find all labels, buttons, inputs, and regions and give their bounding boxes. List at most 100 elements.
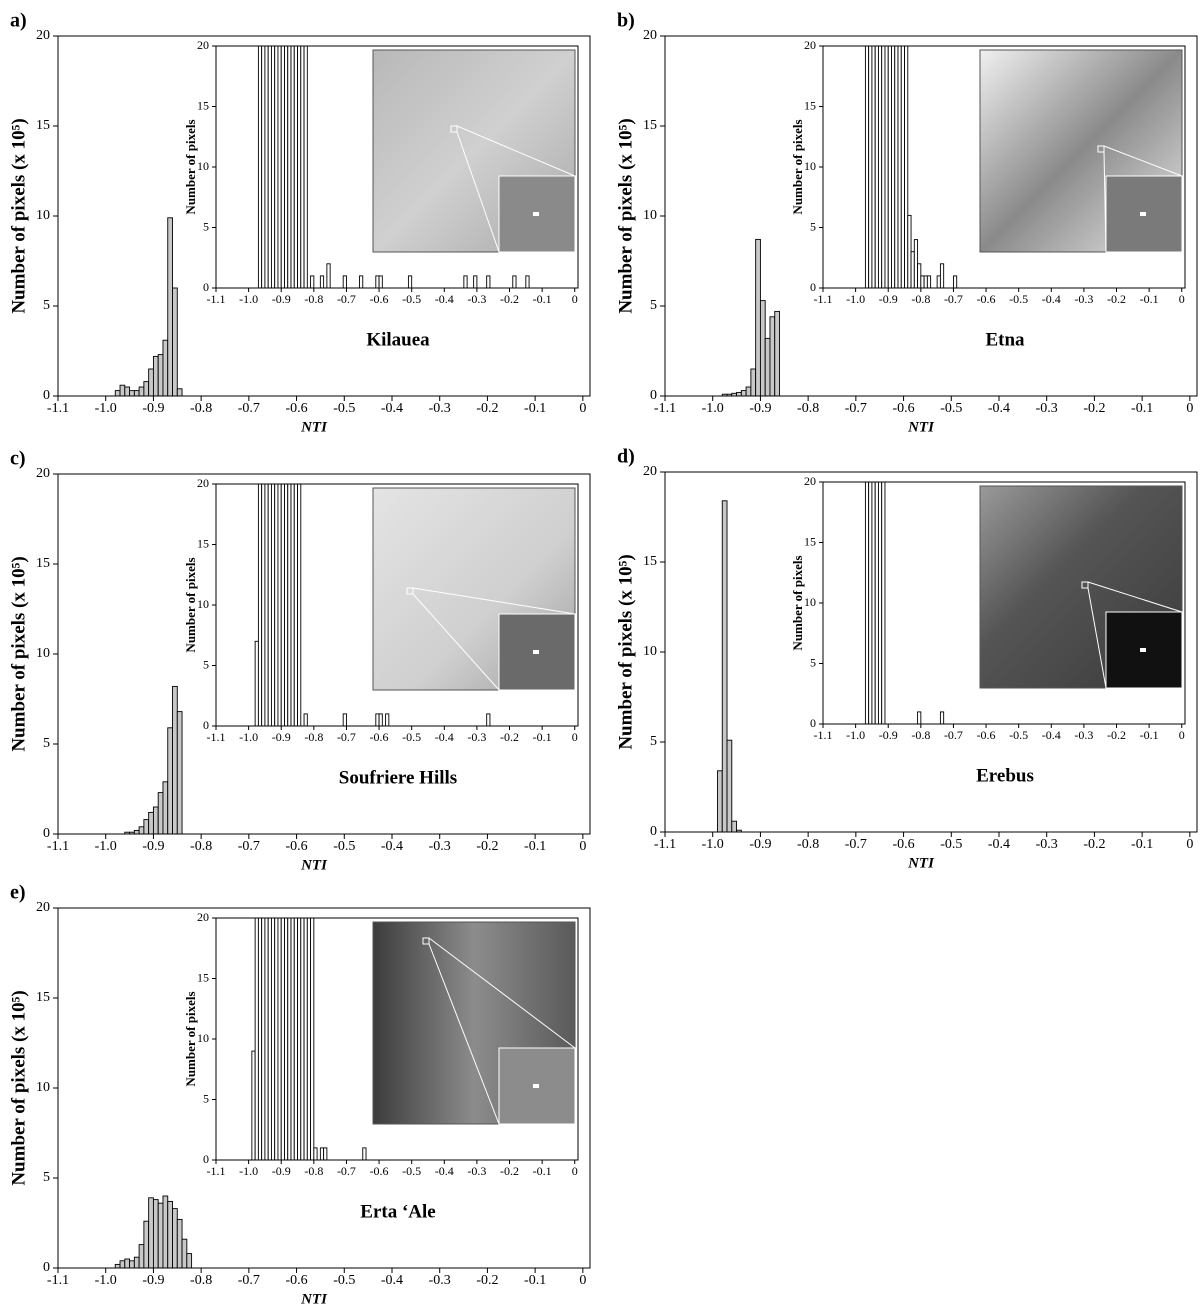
- bar: [868, 45, 873, 289]
- x-tick-label: -0.3: [467, 1164, 486, 1178]
- bar: [864, 481, 870, 725]
- zoom-line: [428, 943, 500, 1125]
- x-tick-label: -0.4: [435, 292, 454, 306]
- bar: [264, 483, 269, 727]
- y-tick-label: 10: [197, 1031, 209, 1045]
- x-tick-label: 0: [572, 292, 578, 306]
- bar: [143, 1220, 150, 1269]
- y-axis-label: Number of pixels (x 10⁵): [8, 556, 29, 751]
- inset-y-axis-label: Number of pixels: [183, 991, 198, 1086]
- x-tick-label: -1.0: [239, 292, 258, 306]
- bar: [936, 275, 941, 289]
- x-tick-label: -0.5: [402, 1164, 421, 1178]
- y-tick-label: 5: [43, 736, 50, 751]
- bar: [764, 337, 771, 397]
- y-tick-label: 0: [203, 718, 209, 732]
- x-tick-label: -0.6: [370, 292, 389, 306]
- panel-label: c): [10, 448, 26, 470]
- bar: [310, 917, 315, 1161]
- x-tick-label: -0.7: [944, 728, 963, 742]
- bar: [774, 310, 780, 397]
- x-tick-label: -1.0: [95, 839, 117, 854]
- volcano-name: Erta ‘Ale: [360, 1201, 435, 1222]
- x-tick-label: -0.1: [1131, 401, 1153, 416]
- bar: [133, 390, 140, 397]
- y-tick-label: 5: [810, 219, 816, 233]
- bar: [300, 917, 305, 1161]
- bar: [939, 711, 945, 725]
- bar: [874, 45, 879, 289]
- bar: [717, 770, 723, 833]
- x-tick-label: -0.8: [304, 292, 323, 306]
- bar: [463, 275, 468, 289]
- x-axis-label: NTI: [300, 1291, 328, 1307]
- bar: [280, 483, 285, 727]
- bar: [326, 263, 331, 289]
- y-tick-label: 0: [43, 826, 50, 841]
- bar: [172, 287, 178, 397]
- x-axis-label: NTI: [300, 857, 328, 873]
- x-tick-label: -0.7: [238, 1273, 260, 1288]
- x-tick-label: -0.9: [272, 1164, 291, 1178]
- y-tick-label: 0: [810, 716, 816, 730]
- x-tick-label: -0.6: [285, 401, 307, 416]
- bar: [167, 217, 173, 397]
- x-tick-label: -1.1: [654, 401, 676, 416]
- x-tick-label: -0.3: [429, 1273, 451, 1288]
- x-tick-label: -0.3: [467, 292, 486, 306]
- bar: [264, 45, 269, 289]
- bar: [290, 917, 295, 1161]
- bar: [891, 45, 896, 289]
- y-tick-label: 0: [650, 824, 657, 839]
- panel-label: a): [10, 10, 27, 32]
- bar: [473, 275, 478, 289]
- bar: [261, 917, 266, 1161]
- bar: [881, 481, 886, 725]
- x-tick-label: -0.5: [402, 292, 421, 306]
- x-tick-label: -0.6: [977, 292, 996, 306]
- y-tick-label: 20: [36, 466, 50, 481]
- bar: [129, 1260, 135, 1269]
- zoom-line: [428, 937, 576, 1049]
- y-tick-label: 15: [804, 534, 816, 548]
- volcano-name: Soufriere Hills: [339, 767, 457, 788]
- x-tick-label: -0.8: [190, 1273, 212, 1288]
- bar: [176, 388, 183, 397]
- bar: [277, 483, 282, 727]
- x-tick-label: 0: [579, 401, 586, 416]
- bar: [270, 483, 276, 727]
- bar: [525, 275, 530, 289]
- bar: [486, 713, 491, 727]
- x-tick-label: -1.1: [207, 292, 226, 306]
- y-tick-label: 0: [203, 1152, 209, 1166]
- hotspot: [1140, 212, 1146, 216]
- bar: [721, 500, 728, 833]
- x-axis-label: NTI: [907, 419, 935, 435]
- bar: [284, 45, 289, 289]
- y-tick-label: 10: [804, 595, 816, 609]
- x-tick-label: -0.7: [337, 292, 356, 306]
- bar: [274, 45, 279, 289]
- bar: [254, 917, 259, 1161]
- x-tick-label: -0.3: [1074, 292, 1093, 306]
- y-tick-label: 0: [203, 280, 209, 294]
- zoom-source-box: [1097, 145, 1105, 153]
- bar: [267, 483, 272, 727]
- bar: [257, 483, 263, 727]
- bar: [884, 45, 889, 289]
- y-tick-label: 20: [197, 476, 209, 490]
- bar: [172, 685, 178, 835]
- x-tick-label: -0.1: [533, 730, 552, 744]
- bar: [319, 1147, 325, 1161]
- bar: [887, 45, 892, 289]
- bar: [920, 275, 925, 289]
- bar: [755, 238, 761, 397]
- x-tick-label: -0.4: [435, 730, 454, 744]
- bar: [138, 386, 145, 397]
- y-tick-label: 10: [804, 159, 816, 173]
- x-tick-label: -0.1: [1140, 292, 1159, 306]
- y-tick-label: 15: [36, 118, 50, 133]
- bar: [186, 1253, 193, 1269]
- x-tick-label: -0.6: [285, 1273, 307, 1288]
- bar: [157, 792, 164, 835]
